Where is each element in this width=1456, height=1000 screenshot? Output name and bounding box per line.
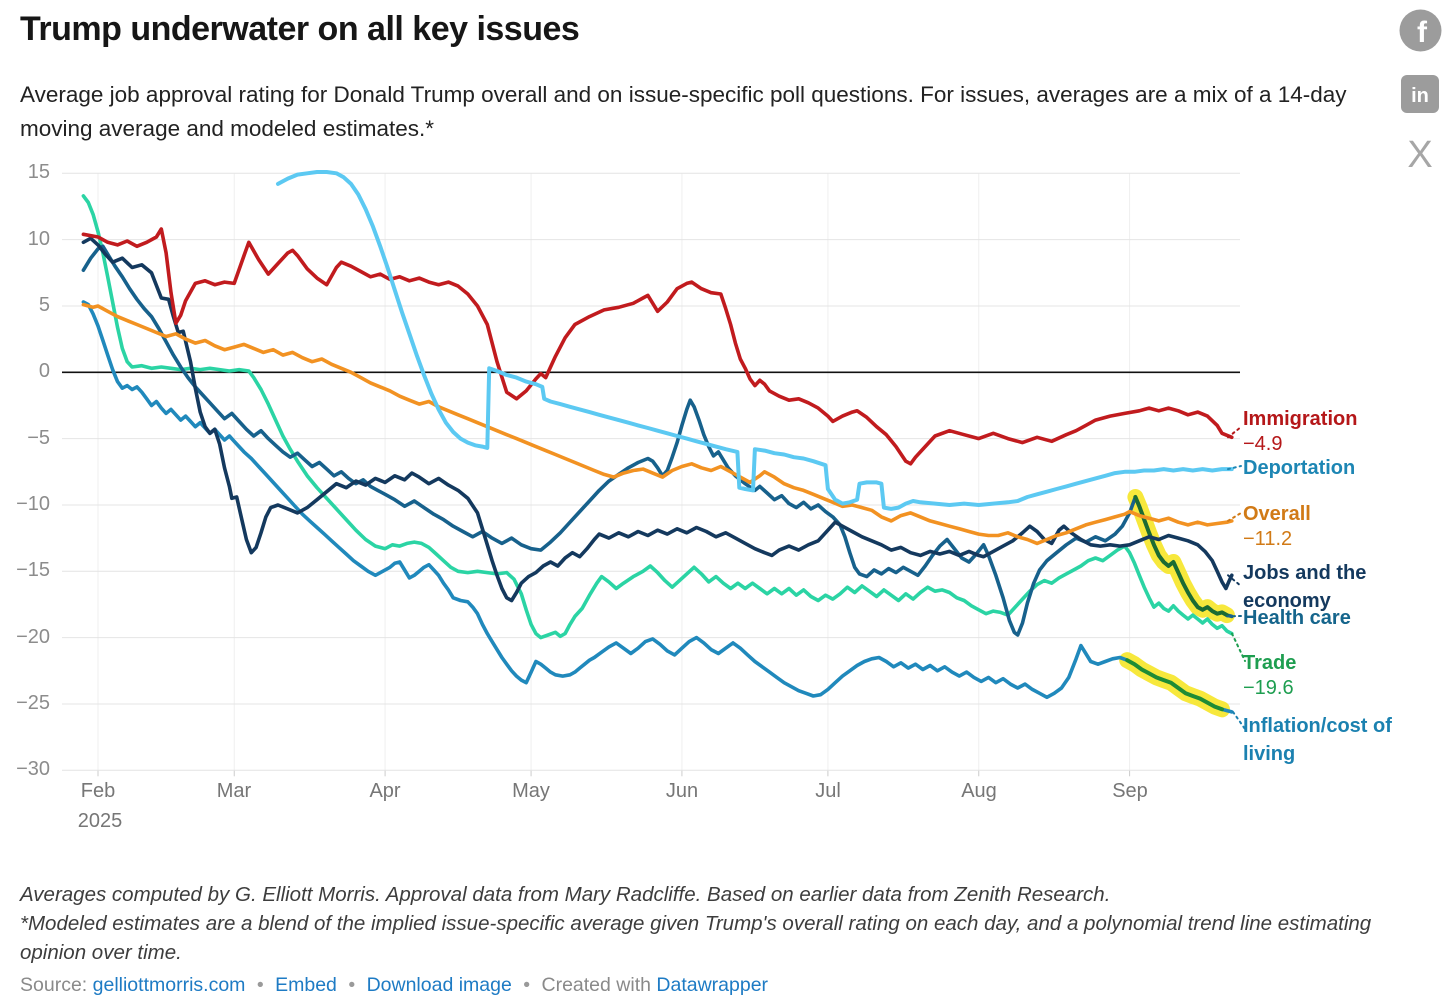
y-tick-n30: −30: [16, 758, 50, 780]
source-row: Source: gelliottmorris.com • Embed • Dow…: [20, 974, 768, 997]
x-tick-sep: Sep: [1112, 780, 1148, 802]
x-tick-mar: Mar: [216, 780, 252, 802]
series-label-overall: Overall: [1243, 503, 1311, 525]
linkedin-icon[interactable]: in: [1401, 75, 1439, 113]
svg-text:f: f: [1417, 16, 1428, 49]
x-tick-apr: Apr: [369, 780, 401, 802]
x-tick-may: May: [512, 780, 550, 802]
separator-dot: •: [348, 974, 356, 996]
separator-dot: •: [523, 974, 531, 996]
series-value-overall: −11.2: [1243, 528, 1293, 550]
x-tick-feb: Feb: [80, 780, 116, 802]
series-label-inflation: Inflation/cost of living: [1243, 715, 1392, 765]
source-link[interactable]: gelliottmorris.com: [92, 974, 246, 996]
series-label-health: Health care: [1243, 607, 1351, 629]
svg-text:in: in: [1411, 85, 1429, 107]
chart-notes: Averages computed by G. Elliott Morris. …: [20, 880, 1440, 967]
series-label-immigration: Immigration: [1243, 408, 1358, 430]
y-tick-n15: −15: [16, 559, 50, 581]
note-byline: Averages computed by G. Elliott Morris. …: [20, 883, 1111, 906]
embed-link[interactable]: Embed: [275, 974, 337, 996]
y-tick-n20: −20: [16, 626, 50, 648]
y-tick-5: 5: [38, 294, 50, 316]
x-tick-year: 2025: [77, 810, 123, 832]
series-value-trade: −19.6: [1243, 677, 1294, 699]
y-tick-n5: −5: [27, 427, 50, 449]
note-methodology: *Modeled estimates are a blend of the im…: [20, 912, 1372, 965]
created-with-label: Created with: [541, 974, 651, 996]
series-label-jobs: Jobs and the economy: [1243, 562, 1367, 612]
x-tick-aug: Aug: [961, 780, 997, 802]
separator-dot: •: [256, 974, 264, 996]
download-image-link[interactable]: Download image: [366, 974, 512, 996]
datawrapper-link[interactable]: Datawrapper: [656, 974, 769, 996]
series-value-immigration: −4.9: [1243, 433, 1283, 455]
y-tick-0: 0: [38, 360, 50, 382]
y-tick-15: 15: [27, 161, 50, 183]
chart-subtitle: Average job approval rating for Donald T…: [20, 82, 1347, 141]
x-icon[interactable]: X: [1400, 135, 1440, 175]
svg-text:X: X: [1407, 135, 1432, 175]
y-tick-10: 10: [27, 228, 50, 250]
page-title: Trump underwater on all key issues: [20, 10, 580, 48]
y-tick-n10: −10: [16, 493, 50, 515]
x-tick-jun: Jun: [665, 780, 699, 802]
social-share-bar: f in X: [1396, 8, 1444, 197]
x-tick-jul: Jul: [815, 780, 841, 802]
series-label-deportation: Deportation: [1243, 457, 1356, 479]
source-label: Source:: [20, 974, 88, 996]
y-tick-n25: −25: [16, 692, 50, 714]
facebook-icon[interactable]: f: [1398, 8, 1443, 53]
series-label-trade: Trade: [1243, 652, 1297, 674]
